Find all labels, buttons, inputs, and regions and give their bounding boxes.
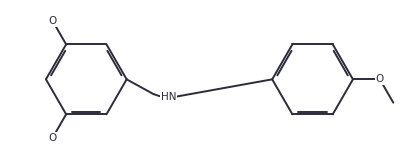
Text: O: O xyxy=(49,16,57,26)
Text: O: O xyxy=(49,133,57,143)
Text: O: O xyxy=(376,74,384,84)
Text: HN: HN xyxy=(161,92,176,102)
